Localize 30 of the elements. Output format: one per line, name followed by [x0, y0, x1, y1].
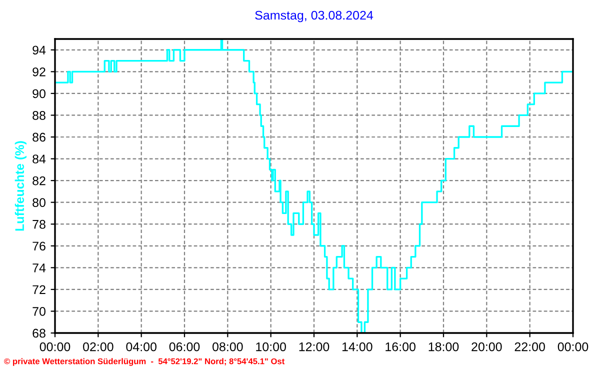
y-tick-label: 80: [32, 198, 46, 207]
x-tick-label: 22:00: [514, 342, 545, 352]
x-tick-label: 12:00: [299, 342, 330, 352]
chart-title: Samstag, 03.08.2024: [255, 10, 374, 22]
y-tick-label: 88: [32, 111, 46, 120]
y-tick-label: 94: [32, 46, 46, 55]
y-tick-label: 72: [32, 285, 46, 294]
y-tick-label: 74: [32, 264, 46, 272]
y-axis-title: Luftfeuchte (%): [14, 141, 27, 231]
y-tick-label: 90: [32, 89, 46, 98]
x-tick-label: 06:00: [169, 342, 200, 352]
x-tick-label: 20:00: [472, 342, 502, 352]
y-tick-label: 84: [32, 154, 46, 164]
x-tick-label: 00:00: [40, 342, 70, 352]
text: © private Wetterstation Süderlügum - 54°52'19.2" Nord; 8°54'45.1" Ost: [4, 358, 285, 366]
y-tick-label: 76: [32, 242, 46, 251]
y-tick-label: 68: [32, 328, 46, 338]
x-tick-label: 02:00: [83, 342, 114, 352]
y-tick-label: 82: [32, 176, 46, 186]
x-tick-label: 16:00: [386, 342, 416, 352]
x-tick-label: 08:00: [212, 342, 243, 352]
x-tick-label: 18:00: [428, 342, 459, 352]
x-tick-label: 10:00: [256, 342, 286, 352]
y-tick-label: 78: [32, 220, 46, 229]
y-tick-label: 70: [32, 307, 46, 316]
x-tick-label: 04:00: [126, 342, 156, 352]
y-tick-label: 92: [32, 67, 46, 76]
x-tick-label: 00:00: [558, 342, 588, 352]
x-tick-label: 14:00: [342, 342, 372, 352]
y-tick-label: 86: [32, 132, 46, 142]
